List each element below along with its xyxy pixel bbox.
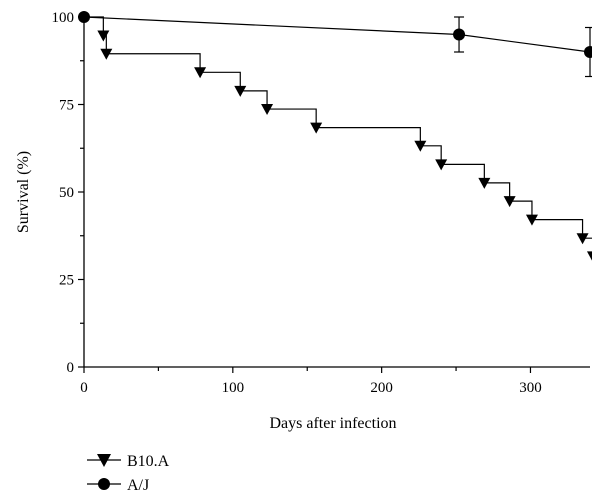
b10a-survival-line <box>84 16 592 239</box>
legend-label-b10a: B10.A <box>127 453 170 470</box>
x-tick-label: 100 <box>222 380 245 396</box>
y-tick-label: 75 <box>59 98 74 114</box>
legend-item-aj: A/J <box>87 477 149 493</box>
b10a-point <box>310 122 323 134</box>
aj-survival-line <box>83 16 591 53</box>
axes <box>83 13 590 368</box>
aj-point <box>453 28 466 41</box>
x-tick-label: 300 <box>519 380 542 396</box>
b10a-point <box>414 140 427 152</box>
x-axis-title: Days after infection <box>269 415 396 432</box>
legend: B10.A A/J <box>87 453 170 493</box>
legend-item-b10a: B10.A <box>87 453 170 470</box>
triangle-down-marker <box>97 454 111 467</box>
b10a-point <box>234 85 247 97</box>
y-tick-label: 25 <box>59 273 74 289</box>
b10a-point <box>478 177 491 189</box>
circle-marker <box>98 478 110 490</box>
b10a-point <box>261 104 274 116</box>
legend-label-aj: A/J <box>127 477 149 493</box>
ticks: 0 25 50 75 100 0 100 200 300 <box>52 10 542 396</box>
aj-point <box>584 46 592 58</box>
series-layer <box>78 11 592 261</box>
b10a-point <box>525 214 538 226</box>
b10a-point <box>97 30 110 42</box>
b10a-point <box>100 48 113 60</box>
x-tick-label: 200 <box>370 380 393 396</box>
x-tick-label: 0 <box>80 380 88 396</box>
y-tick-label: 50 <box>59 185 74 201</box>
y-tick-label: 100 <box>52 10 75 26</box>
aj-point <box>78 11 90 23</box>
b10a-point <box>576 233 589 245</box>
b10a-point <box>586 251 592 261</box>
y-tick-label: 0 <box>67 360 75 376</box>
b10a-point <box>503 196 516 208</box>
y-axis-title: Survival (%) <box>15 151 32 233</box>
b10a-point <box>194 67 207 79</box>
b10a-point <box>435 159 448 171</box>
